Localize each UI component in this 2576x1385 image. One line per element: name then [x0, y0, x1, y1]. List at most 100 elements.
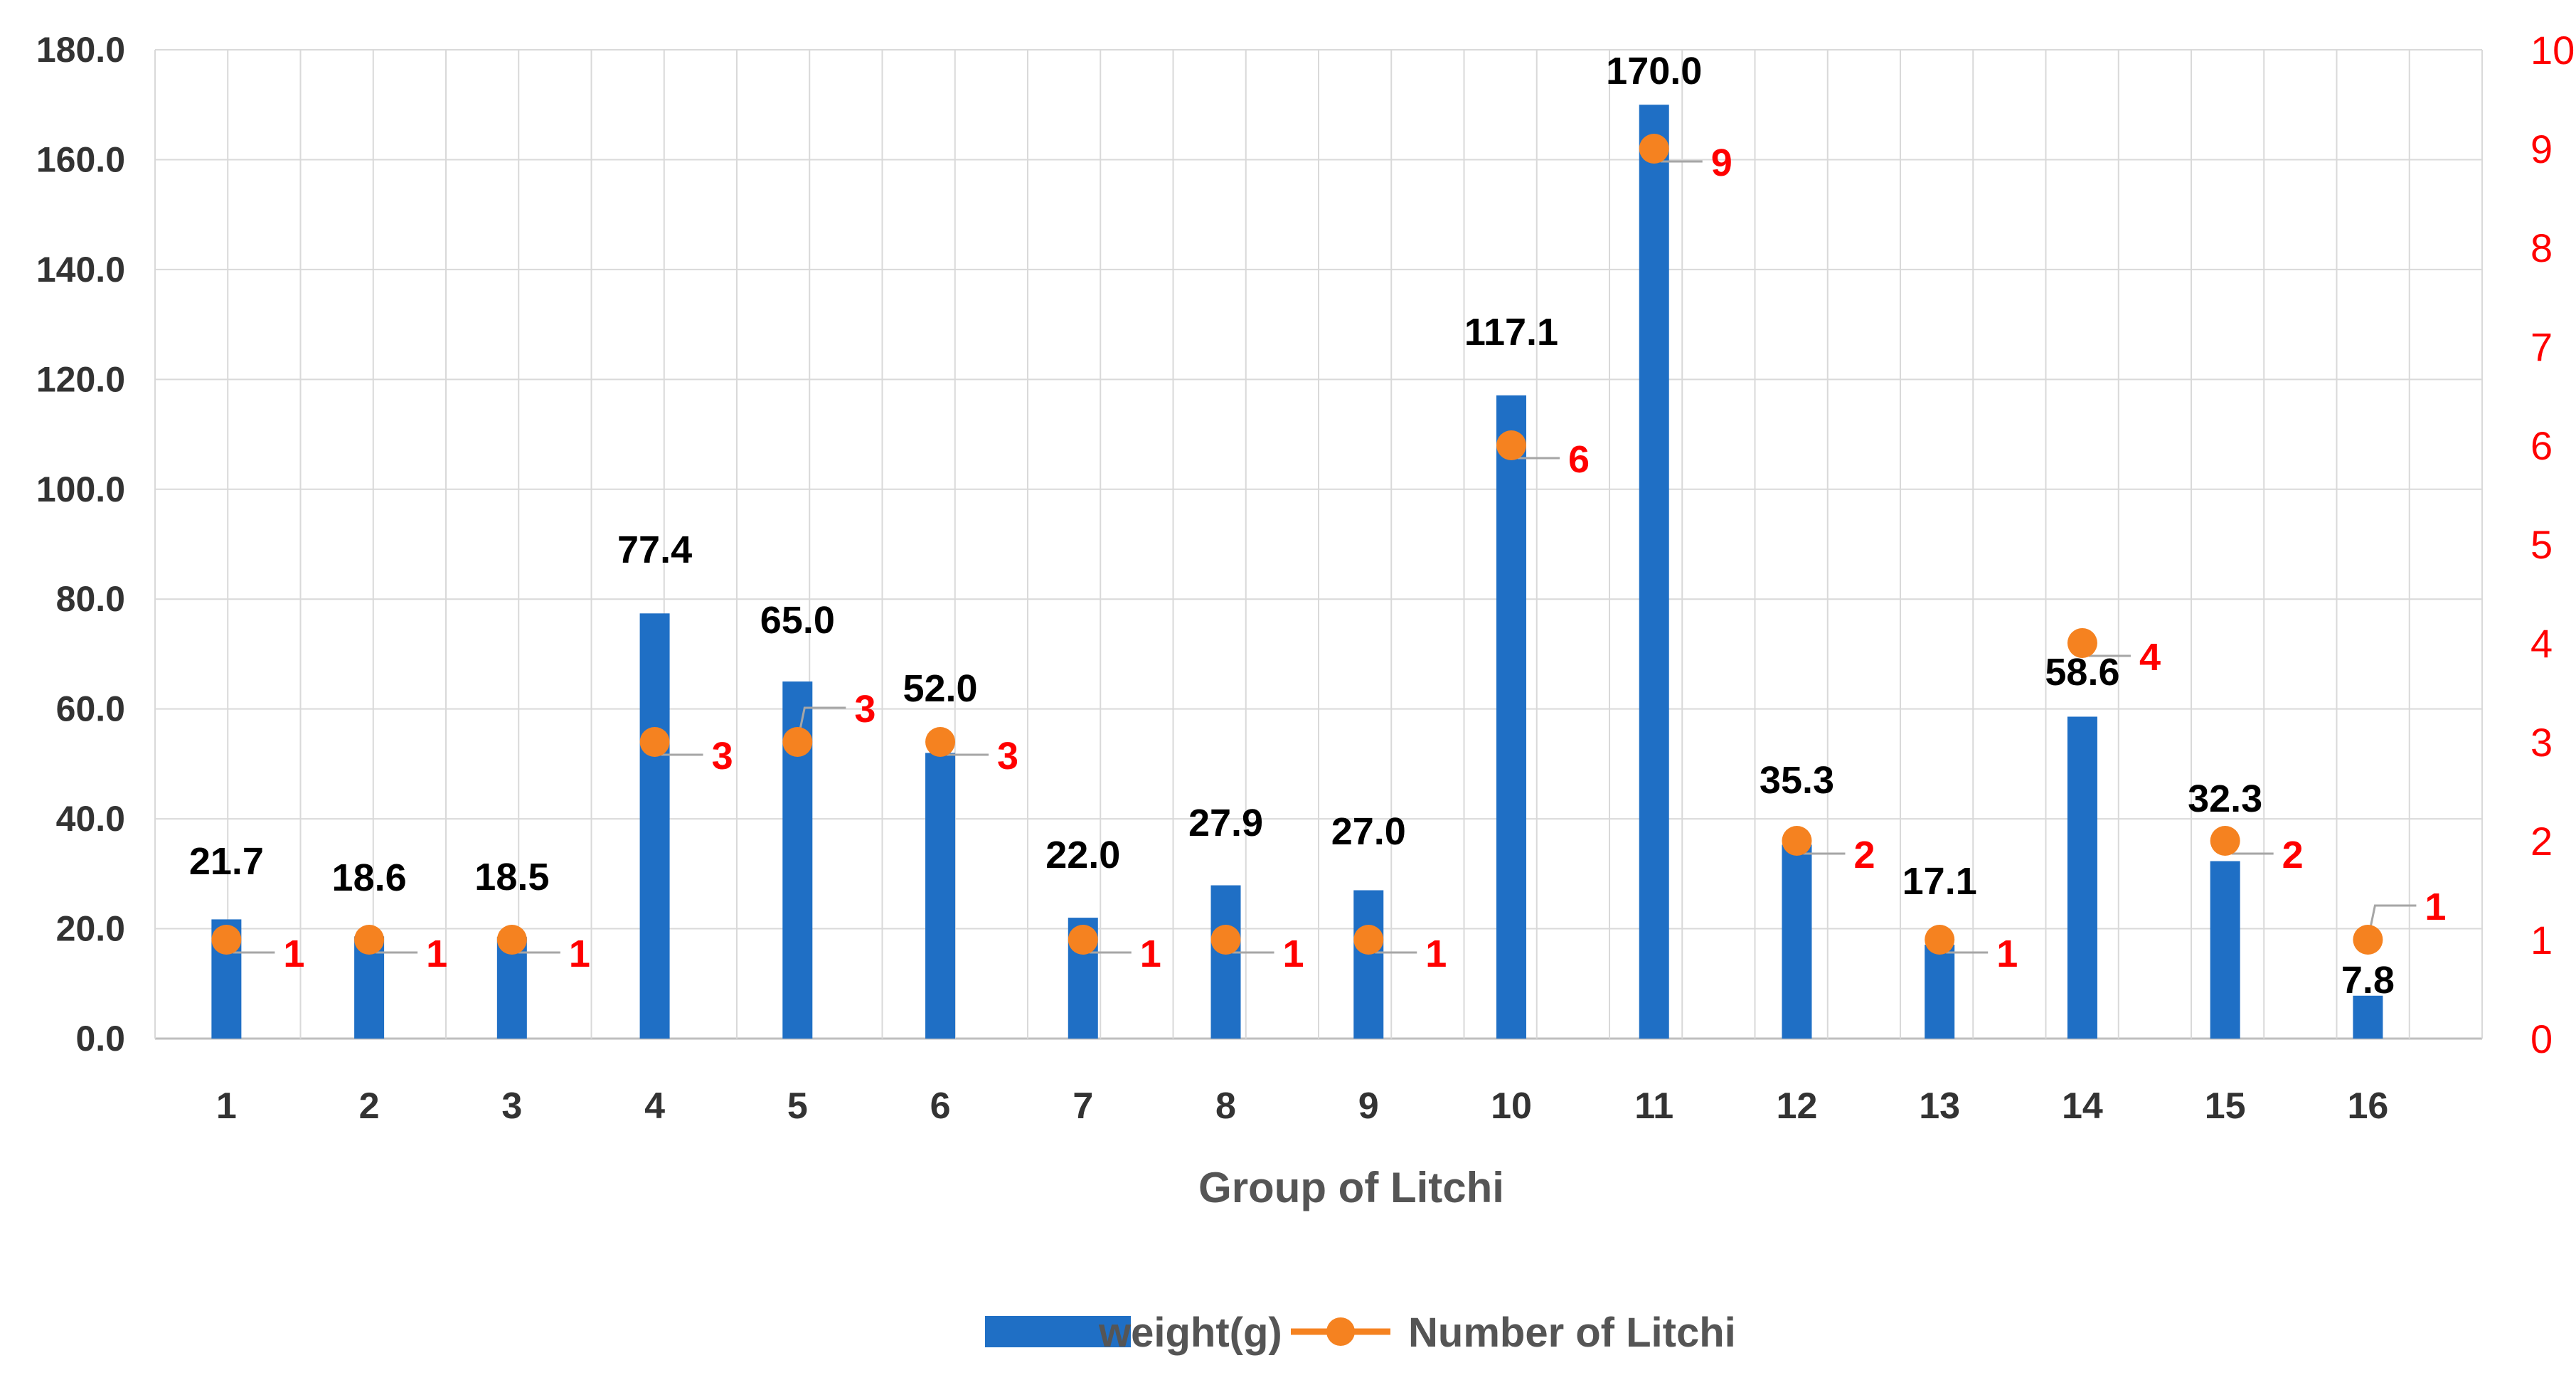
- count-markers: [211, 134, 2383, 955]
- left-tick-label: 60.0: [56, 689, 125, 729]
- count-value-label: 2: [1853, 834, 1875, 876]
- weight-value-label: 77.4: [617, 529, 692, 571]
- count-marker: [2067, 628, 2097, 658]
- count-marker: [211, 925, 242, 955]
- right-tick-label: 1: [2530, 918, 2553, 962]
- right-tick-label: 9: [2530, 127, 2553, 171]
- x-tick-label: 8: [1215, 1086, 1236, 1127]
- left-tick-label: 0.0: [75, 1019, 125, 1058]
- x-tick-label: 16: [2347, 1086, 2388, 1127]
- weight-value-label: 7.8: [2341, 959, 2395, 1002]
- left-tick-label: 140.0: [36, 250, 125, 290]
- count-value-label: 3: [997, 735, 1018, 778]
- x-tick-label: 12: [1777, 1086, 1818, 1127]
- legend-swatch-weight: [985, 1316, 1131, 1347]
- weight-bar: [1210, 885, 1241, 1039]
- count-value-label: 3: [712, 735, 733, 778]
- legend-label-count: Number of Litchi: [1408, 1310, 1736, 1356]
- legend: weight(g) Number of Litchi: [985, 1310, 1736, 1356]
- weight-bar: [1639, 105, 1669, 1039]
- right-tick-label: 2: [2530, 819, 2553, 864]
- count-marker: [1068, 925, 1098, 955]
- count-value-label: 1: [1140, 933, 1161, 975]
- count-value-label: 1: [426, 933, 447, 975]
- count-marker: [782, 727, 813, 757]
- weight-bar: [1353, 890, 1384, 1039]
- count-marker: [639, 727, 670, 757]
- count-marker: [2210, 826, 2240, 856]
- count-marker: [925, 727, 956, 757]
- weight-value-label: 18.6: [332, 856, 407, 899]
- right-tick-label: 4: [2530, 621, 2553, 666]
- weight-value-label: 27.0: [1331, 810, 1406, 853]
- weight-bar: [1496, 395, 1526, 1039]
- weight-bar: [639, 613, 670, 1039]
- x-axis-title: Group of Litchi: [1198, 1164, 1504, 1211]
- left-tick-label: 160.0: [36, 139, 125, 179]
- count-value-label: 1: [1283, 933, 1304, 975]
- legend-swatch-count-marker: [1326, 1317, 1355, 1346]
- count-value-label: 1: [283, 933, 304, 975]
- left-tick-label: 20.0: [56, 909, 125, 949]
- x-tick-label: 14: [2062, 1086, 2103, 1127]
- data-labels: 21.7 18.6 18.577.465.052.022.027.9 27.0117.…: [189, 50, 2447, 1002]
- count-marker: [2353, 925, 2383, 955]
- x-tick-label: 4: [644, 1086, 665, 1127]
- x-tick-label: 1: [216, 1086, 237, 1127]
- count-marker: [354, 925, 385, 955]
- left-tick-label: 120.0: [36, 359, 125, 399]
- count-value-label: 3: [854, 688, 875, 731]
- count-marker: [1353, 925, 1384, 955]
- x-tick-label: 13: [1919, 1086, 1960, 1127]
- weight-value-label: 52.0: [903, 667, 977, 710]
- x-tick-label: 10: [1491, 1086, 1532, 1127]
- weight-bars: [211, 105, 2383, 1039]
- count-marker: [496, 925, 527, 955]
- count-marker: [1639, 134, 1669, 164]
- x-tick-label: 9: [1358, 1086, 1379, 1127]
- weight-bar: [2067, 716, 2097, 1039]
- x-axis-ticks: 1 2 3 4 5 6 7 8 9 10 11 12 13 14 15 16: [216, 1086, 2388, 1127]
- weight-value-label: 117.1: [1464, 311, 1558, 354]
- weight-bar: [2353, 995, 2383, 1039]
- left-tick-label: 40.0: [56, 799, 125, 839]
- count-marker: [1210, 925, 1241, 955]
- weight-value-label: 22.0: [1045, 834, 1120, 876]
- weight-value-label: 35.3: [1760, 759, 1834, 802]
- right-tick-label: 10: [2530, 28, 2575, 73]
- count-value-label: 1: [1425, 933, 1447, 975]
- x-tick-label: 7: [1073, 1086, 1093, 1127]
- left-tick-label: 180.0: [36, 30, 125, 70]
- right-axis-ticks: 0 1 2 3 4 5 6 7 8 9 10: [2530, 28, 2575, 1061]
- right-tick-label: 0: [2530, 1017, 2553, 1061]
- x-tick-label: 15: [2205, 1086, 2246, 1127]
- weight-value-label: 18.5: [474, 856, 549, 898]
- left-axis-ticks: 0.0 20.0 40.0 60.0 80.0 100.0 120.0 140.0 160.0 1…: [36, 30, 125, 1058]
- right-tick-label: 8: [2530, 225, 2553, 270]
- left-tick-label: 80.0: [56, 579, 125, 619]
- count-marker: [1925, 925, 1955, 955]
- count-value-label: 6: [1568, 438, 1590, 481]
- grid: [154, 49, 2483, 1040]
- x-tick-label: 6: [930, 1086, 951, 1127]
- x-tick-label: 2: [359, 1086, 380, 1127]
- count-value-label: 2: [2282, 834, 2304, 876]
- weight-bar: [2210, 861, 2240, 1039]
- left-tick-label: 100.0: [36, 469, 125, 509]
- weight-value-label: 65.0: [760, 599, 835, 642]
- weight-value-label: 17.1: [1902, 860, 1977, 903]
- right-tick-label: 7: [2530, 324, 2553, 369]
- count-marker: [1782, 826, 1812, 856]
- weight-value-label: 32.3: [2188, 778, 2262, 820]
- count-value-label: 1: [1996, 933, 2018, 975]
- count-value-label: 1: [2425, 886, 2446, 928]
- weight-bar: [1782, 844, 1812, 1039]
- legend-label-weight: weight(g): [1098, 1310, 1282, 1356]
- x-tick-label: 11: [1634, 1086, 1673, 1127]
- count-value-label: 4: [2139, 636, 2161, 679]
- weight-value-label: 170.0: [1606, 50, 1702, 92]
- x-tick-label: 3: [501, 1086, 522, 1127]
- count-marker: [1496, 430, 1526, 460]
- right-tick-label: 5: [2530, 522, 2553, 567]
